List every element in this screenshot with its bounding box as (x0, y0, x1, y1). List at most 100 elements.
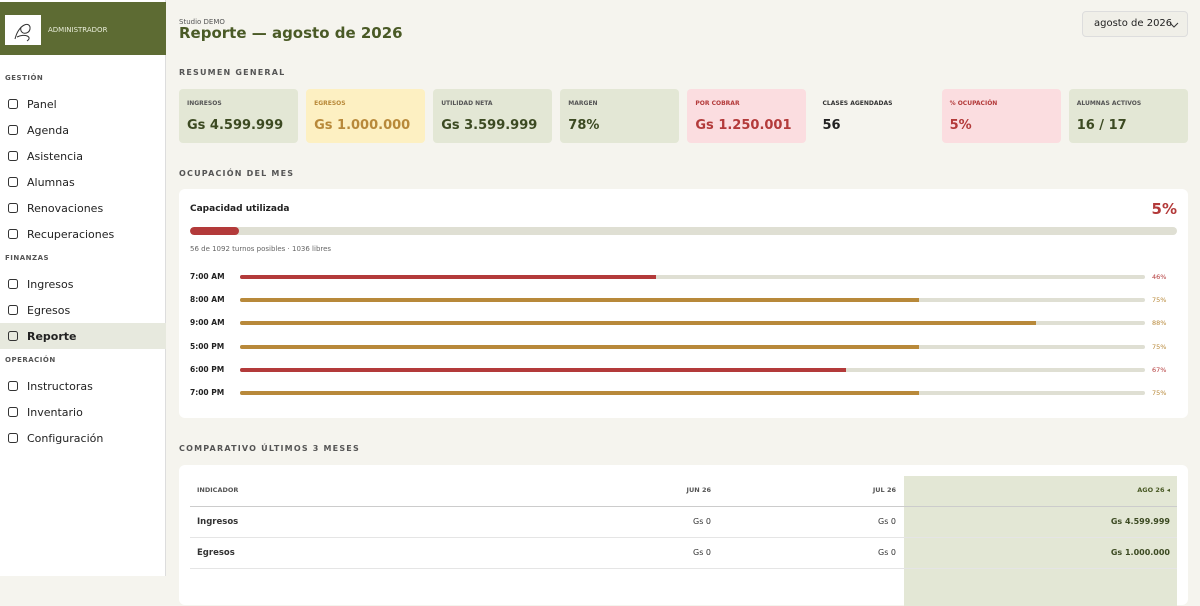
slot-bar (240, 298, 919, 303)
card-value: 78% (568, 118, 600, 133)
nav-item[interactable]: Instructoras (0, 373, 166, 399)
capacity-track (190, 227, 1177, 235)
slot-track (240, 321, 1145, 326)
card-label: ALUMNAS ACTIVOS (1076, 100, 1142, 107)
card-value: Gs 1.000.000 (314, 118, 411, 133)
nav-icon (8, 229, 18, 239)
slot-bar (240, 344, 919, 349)
slot-percent: 75% (1152, 389, 1167, 397)
nav-icon (8, 279, 18, 289)
nav-item[interactable]: Alumnas (0, 169, 166, 195)
nav-icon (8, 177, 18, 187)
period: agosto de 2026 (1094, 18, 1173, 29)
table-cell: Gs 0 (693, 548, 711, 557)
slot-time: 7:00 PM (190, 388, 225, 397)
nav-item[interactable]: Agenda (0, 117, 166, 143)
studio-name: Studio DEMO (179, 18, 225, 26)
card-value: 56 (822, 118, 841, 133)
nav-icon (8, 305, 18, 315)
page-title: Reporte — agosto de 2026 (179, 24, 403, 42)
slot-time: 8:00 AM (190, 295, 225, 305)
card-label: EGRESOS (314, 100, 346, 107)
table-cell: Gs 0 (693, 517, 711, 526)
slot-time: 6:00 PM (190, 364, 225, 374)
nav-item[interactable]: Configuración (0, 425, 166, 451)
table-cell: Ingresos (197, 517, 239, 527)
table-cell: Gs 0 (878, 548, 896, 557)
role: ADMINISTRADOR (48, 26, 108, 34)
slot-track (240, 344, 1145, 349)
slot-track (240, 367, 1145, 372)
section-label: OPERACIÓN (5, 356, 56, 364)
summary-card: ALUMNAS ACTIVOS 16 / 17 (1068, 89, 1188, 143)
chevron (1169, 22, 1179, 28)
card-value: 5% (949, 118, 972, 133)
nav-item[interactable]: Panel (0, 91, 166, 117)
summary-card: INGRESOS Gs 4.599.999 (179, 89, 298, 143)
comparison-panel: INDICADOR JUN 26 JUL 26 AGO 26 ◂ Ingresos Gs … (179, 465, 1188, 606)
table-cell: Egresos (197, 548, 235, 558)
summary-card: POR COBRAR Gs 1.250.001 (687, 89, 807, 143)
brand-bar: ADMINISTRADOR (0, 2, 166, 55)
section-label: GESTIÓN (5, 74, 44, 82)
nav-icon (8, 331, 18, 341)
slot-bar (240, 321, 1037, 326)
nav-item[interactable]: Inventario (0, 399, 166, 425)
nav-icon (8, 433, 18, 443)
nav-icon (8, 203, 18, 213)
summary-card: UTILIDAD NETA Gs 3.599.999 (433, 89, 553, 143)
studio: Studio DEMO (179, 9, 225, 28)
nav-icon (8, 125, 18, 135)
summary-card: MARGEN 78% (560, 89, 680, 143)
nav-item[interactable]: Asistencia (0, 143, 166, 169)
slot-time: 5:00 PM (190, 341, 225, 351)
table-cell: Gs 1.000.000 (1110, 548, 1170, 557)
section-title: COMPARATIVO ÚLTIMOS 3 MESES (179, 444, 360, 453)
nav-item[interactable]: Reporte (0, 323, 166, 349)
card-label: INGRESOS (187, 100, 222, 107)
period-select[interactable]: agosto de 2026 (1082, 11, 1188, 37)
nav-item[interactable]: Egresos (0, 297, 166, 323)
summary-card: % OCUPACIÓN 5% (941, 89, 1061, 143)
section-label: FINANZAS (5, 254, 50, 262)
table-cell: Gs 4.599.999 (1110, 517, 1170, 526)
slot-time: 7:00 AM (190, 272, 225, 281)
logo (5, 15, 41, 45)
highlight-column (904, 476, 1177, 606)
slot-track (240, 298, 1145, 303)
card-label: UTILIDAD NETA (441, 100, 493, 107)
divider (190, 568, 1177, 569)
sidebar: ADMINISTRADOR GESTIÓN Panel Agenda Asistenc… (0, 0, 166, 576)
nav-icon (8, 407, 18, 417)
slot-track (240, 391, 1145, 395)
summary-card: EGRESOS Gs 1.000.000 (306, 89, 426, 143)
table-cell: JUN 26 (686, 486, 711, 494)
nav-item[interactable]: Recuperaciones (0, 221, 166, 247)
capacity-percent: 5% (1151, 200, 1177, 218)
nav-icon (8, 151, 18, 161)
card-label: % OCUPACIÓN (949, 100, 998, 107)
summary-card: CLASES AGENDADAS 56 (815, 89, 934, 143)
table-cell: AGO 26 ◂ (1137, 486, 1170, 494)
divider (190, 537, 1177, 538)
slot-percent: 88% (1152, 319, 1167, 328)
card-value: 16 / 17 (1076, 118, 1127, 133)
divider (190, 506, 1177, 507)
slot-time: 9:00 AM (190, 318, 225, 328)
section-title: RESUMEN GENERAL (179, 68, 286, 77)
slot-percent: 75% (1152, 342, 1167, 351)
nav-item[interactable]: Ingresos (0, 271, 166, 297)
table-cell: JUL 26 (872, 486, 896, 494)
card-value: Gs 1.250.001 (695, 118, 792, 133)
card-value: Gs 4.599.999 (187, 118, 284, 133)
table-cell: INDICADOR (197, 486, 239, 494)
table-cell: Gs 0 (878, 517, 896, 526)
nav-icon (8, 381, 18, 391)
capacity-bar (190, 227, 240, 235)
nav-item[interactable]: Renovaciones (0, 195, 166, 221)
card-label: POR COBRAR (695, 100, 740, 107)
slot-bar (240, 391, 919, 395)
slot-track (240, 275, 1145, 279)
note: 56 de 1092 turnos posibles · 1036 libres (190, 245, 332, 253)
